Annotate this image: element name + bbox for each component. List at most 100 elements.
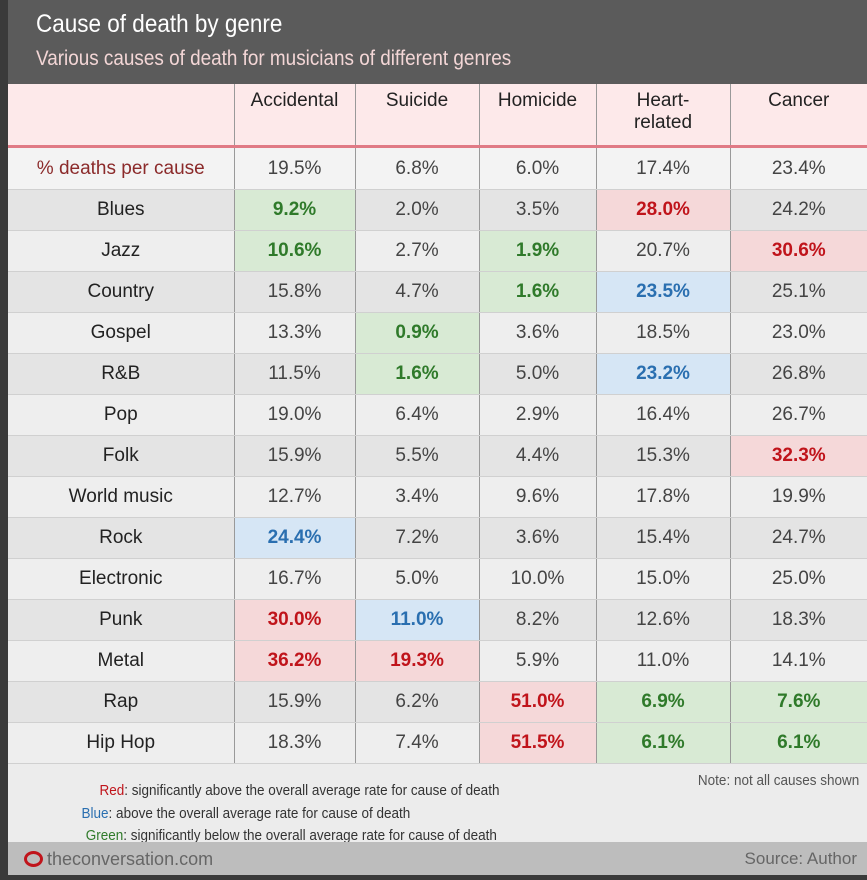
value-cell: 15.0% xyxy=(595,558,730,600)
value-cell: 25.1% xyxy=(729,271,867,313)
conversation-logo-icon xyxy=(24,851,43,867)
column-header: Homicide xyxy=(478,84,596,148)
value-cell: 12.7% xyxy=(233,476,355,518)
genre-label: Hip Hop xyxy=(8,722,234,764)
average-cell: 17.4% xyxy=(595,146,730,190)
average-cell: 23.4% xyxy=(729,146,867,190)
value-cell: 10.6% xyxy=(233,230,355,272)
value-cell: 2.9% xyxy=(478,394,596,436)
value-cell: 30.0% xyxy=(233,599,355,641)
genre-label: Pop xyxy=(8,394,234,436)
genre-label: Rock xyxy=(8,517,234,559)
value-cell: 11.0% xyxy=(595,640,730,682)
legend-blue: Blue: above the overall average rate for… xyxy=(81,805,410,822)
footer: theconversation.com Source: Author xyxy=(8,842,867,875)
value-cell: 15.3% xyxy=(595,435,730,477)
column-header: Cancer xyxy=(729,84,867,148)
value-cell: 51.0% xyxy=(478,681,596,723)
legend-red: Red: significantly above the overall ave… xyxy=(99,782,499,799)
value-cell: 1.6% xyxy=(354,353,479,395)
genre-label: World music xyxy=(8,476,234,518)
value-cell: 4.4% xyxy=(478,435,596,477)
value-cell: 23.2% xyxy=(595,353,730,395)
value-cell: 3.5% xyxy=(478,189,596,231)
value-cell: 6.2% xyxy=(354,681,479,723)
value-cell: 19.3% xyxy=(354,640,479,682)
value-cell: 26.8% xyxy=(729,353,867,395)
average-row: % deaths per cause 19.5% 6.8% 6.0% 17.4% 23.4… xyxy=(8,146,867,190)
value-cell: 18.5% xyxy=(595,312,730,354)
value-cell: 25.0% xyxy=(729,558,867,600)
genre-label: Electronic xyxy=(8,558,234,600)
table-row: Blues 9.2% 2.0% 3.5% 28.0% 24.2% xyxy=(8,189,867,231)
value-cell: 24.7% xyxy=(729,517,867,559)
value-cell: 17.8% xyxy=(595,476,730,518)
table-row: World music 12.7% 3.4% 9.6% 17.8% 19.9% xyxy=(8,476,867,518)
value-cell: 20.7% xyxy=(595,230,730,272)
value-cell: 36.2% xyxy=(233,640,355,682)
source: Source: Author xyxy=(744,849,857,868)
table-row: Jazz 10.6% 2.7% 1.9% 20.7% 30.6% xyxy=(8,230,867,272)
average-cell: 6.8% xyxy=(354,146,479,190)
legend-red-key: Red xyxy=(98,782,124,799)
value-cell: 24.4% xyxy=(233,517,355,559)
table-row: Electronic 16.7% 5.0% 10.0% 15.0% 25.0% xyxy=(8,558,867,600)
table-row: Rap 15.9% 6.2% 51.0% 6.9% 7.6% xyxy=(8,681,867,723)
corner-cell xyxy=(8,84,234,148)
genre-label: Country xyxy=(8,271,234,313)
value-cell: 10.0% xyxy=(478,558,596,600)
value-cell: 24.2% xyxy=(729,189,867,231)
value-cell: 5.0% xyxy=(478,353,596,395)
site-credit: theconversation.com xyxy=(24,849,213,870)
value-cell: 11.0% xyxy=(354,599,479,641)
legend-blue-text: : above the overall average rate for cau… xyxy=(108,805,411,822)
legend: Red: significantly above the overall ave… xyxy=(8,764,867,856)
data-table: Accidental Suicide Homicide Heart- related C… xyxy=(8,84,867,764)
value-cell: 15.8% xyxy=(233,271,355,313)
value-cell: 11.5% xyxy=(233,353,355,395)
genre-label: Metal xyxy=(8,640,234,682)
value-cell: 4.7% xyxy=(354,271,479,313)
site-name: theconversation.com xyxy=(47,849,214,869)
value-cell: 18.3% xyxy=(729,599,867,641)
table-row: Hip Hop 18.3% 7.4% 51.5% 6.1% 6.1% xyxy=(8,722,867,764)
value-cell: 3.6% xyxy=(478,312,596,354)
infographic: Cause of death by genre Various causes o… xyxy=(8,0,867,875)
value-cell: 1.6% xyxy=(478,271,596,313)
column-header: Suicide xyxy=(354,84,479,148)
legend-red-text: : significantly above the overall averag… xyxy=(123,782,499,799)
genre-label: Blues xyxy=(8,189,234,231)
value-cell: 28.0% xyxy=(595,189,730,231)
value-cell: 14.1% xyxy=(729,640,867,682)
row-label: % deaths per cause xyxy=(8,146,234,190)
value-cell: 7.2% xyxy=(354,517,479,559)
genre-label: Jazz xyxy=(8,230,234,272)
average-cell: 19.5% xyxy=(233,146,355,190)
value-cell: 7.6% xyxy=(729,681,867,723)
value-cell: 12.6% xyxy=(595,599,730,641)
value-cell: 6.9% xyxy=(595,681,730,723)
column-header: Heart- related xyxy=(595,84,730,148)
value-cell: 26.7% xyxy=(729,394,867,436)
value-cell: 19.9% xyxy=(729,476,867,518)
value-cell: 23.5% xyxy=(595,271,730,313)
table-row: Rock 24.4% 7.2% 3.6% 15.4% 24.7% xyxy=(8,517,867,559)
table-row: Gospel 13.3% 0.9% 3.6% 18.5% 23.0% xyxy=(8,312,867,354)
value-cell: 13.3% xyxy=(233,312,355,354)
value-cell: 3.4% xyxy=(354,476,479,518)
value-cell: 9.6% xyxy=(478,476,596,518)
legend-blue-key: Blue xyxy=(81,805,109,822)
value-cell: 15.4% xyxy=(595,517,730,559)
value-cell: 16.7% xyxy=(233,558,355,600)
table-row: R&B 11.5% 1.6% 5.0% 23.2% 26.8% xyxy=(8,353,867,395)
column-header: Accidental xyxy=(233,84,355,148)
value-cell: 15.9% xyxy=(233,681,355,723)
value-cell: 0.9% xyxy=(354,312,479,354)
legend-green-text: : significantly below the overall averag… xyxy=(123,827,497,844)
genre-label: Gospel xyxy=(8,312,234,354)
value-cell: 5.9% xyxy=(478,640,596,682)
table-row: Pop 19.0% 6.4% 2.9% 16.4% 26.7% xyxy=(8,394,867,436)
chart-subtitle: Various causes of death for musicians of… xyxy=(36,47,512,70)
value-cell: 6.1% xyxy=(729,722,867,764)
value-cell: 1.9% xyxy=(478,230,596,272)
